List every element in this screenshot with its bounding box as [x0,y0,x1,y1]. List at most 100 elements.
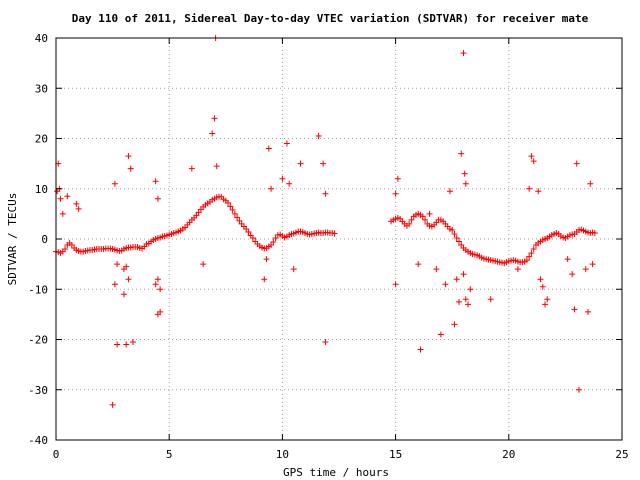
x-tick-label: 20 [502,448,515,461]
x-tick-label: 0 [53,448,60,461]
data-point [195,209,202,216]
data-point [564,256,571,263]
data-point [154,195,161,202]
data-point [422,216,429,223]
grid-lines [56,38,622,440]
data-point [123,263,130,270]
y-tick-label: -10 [28,283,48,296]
data-point [320,160,327,167]
data-point [453,234,460,241]
data-point [419,213,426,220]
data-point [245,228,252,235]
data-point [193,212,200,219]
data-point [591,229,598,236]
data-point [64,193,71,200]
data-point [209,130,216,137]
data-point [272,234,279,241]
data-point [213,163,220,170]
data-point [283,140,290,147]
data-point [460,271,467,278]
data-point [211,115,218,122]
data-point [575,386,582,393]
data-points [53,35,598,408]
data-point [229,206,236,213]
data-point [460,50,467,57]
x-tick-label: 5 [166,448,173,461]
data-point [458,150,465,157]
data-point [455,238,462,245]
data-point [73,200,80,207]
data-point [528,250,535,257]
data-point [571,306,578,313]
data-point [569,271,576,278]
data-point [286,180,293,187]
data-point [539,283,546,290]
data-point [455,298,462,305]
data-point [587,180,594,187]
y-tick-label: 10 [35,183,48,196]
data-point [426,210,433,217]
data-point [585,308,592,315]
data-point [451,321,458,328]
data-point [268,185,275,192]
data-point [57,195,64,202]
data-point [152,281,159,288]
data-point [408,216,415,223]
data-point [243,225,250,232]
data-point [261,276,268,283]
data-point [157,308,164,315]
data-point [109,401,116,408]
data-point [415,261,422,268]
data-point [315,132,322,139]
data-point [406,220,413,227]
data-point [114,341,121,348]
data-point [127,165,134,172]
data-point [111,180,118,187]
data-point [263,256,270,263]
data-point [544,296,551,303]
data-point [461,170,468,177]
data-point [462,180,469,187]
data-point [394,175,401,182]
data-point [120,291,127,298]
data-point [542,301,549,308]
data-point [129,339,136,346]
plot-frame [55,37,623,441]
data-point [249,234,256,241]
y-tick-label: -20 [28,334,48,347]
data-point [442,281,449,288]
data-point [297,160,304,167]
data-point [154,276,161,283]
data-point [437,331,444,338]
y-tick-label: 20 [35,133,48,146]
data-point [152,178,159,185]
data-point [123,341,130,348]
data-point [59,210,66,217]
data-point [487,296,494,303]
data-point [449,226,456,233]
data-point [236,217,243,224]
data-point [433,266,440,273]
data-point [526,253,533,260]
chart-title: Day 110 of 2011, Sidereal Day-to-day VTE… [72,12,589,25]
data-point [125,276,132,283]
data-point [111,281,118,288]
data-point [227,203,234,210]
data-point [322,339,329,346]
data-point [392,190,399,197]
data-point [453,276,460,283]
axis-ticks: 0 5 10 15 20 25 -40 -30 -20 -10 0 10 20 30 40 [28,32,629,461]
data-point [270,239,277,246]
y-tick-label: -30 [28,384,48,397]
data-point [62,246,69,253]
data-point [514,266,521,273]
data-point [446,188,453,195]
data-point [582,266,589,273]
y-tick-label: 40 [35,32,48,45]
data-point [331,230,338,237]
data-point [417,346,424,353]
data-point [465,301,472,308]
data-point [279,175,286,182]
data-point [589,261,596,268]
